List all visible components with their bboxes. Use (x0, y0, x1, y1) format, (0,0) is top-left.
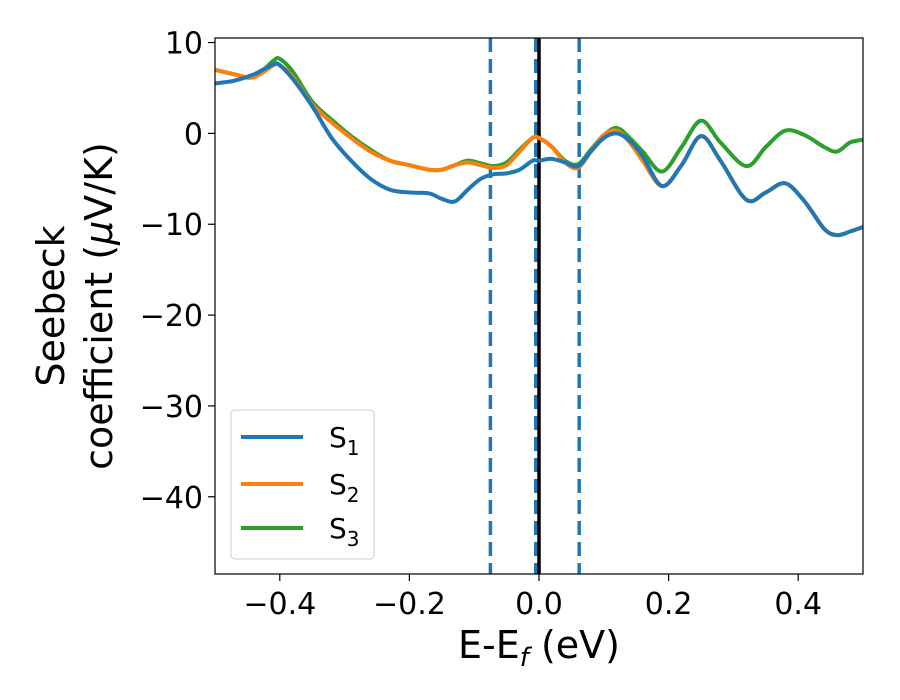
x-axis-label-tail: (eV) (529, 623, 620, 667)
legend-label-s2: S2 (329, 468, 360, 507)
series-lines (215, 55, 863, 238)
y-tick-label: 0 (184, 117, 203, 152)
legend-label-s3: S3 (329, 512, 360, 551)
y-tick-label: −10 (140, 208, 203, 243)
y-axis-label-line1: Seebeck (29, 225, 73, 386)
y-tick-label: −20 (140, 299, 203, 334)
x-axis-ticks: −0.4 −0.2 0.0 0.2 0.4 (243, 574, 822, 622)
y-axis-label-line2: coefficient (μV/K) (77, 142, 121, 470)
series-line-s1 (215, 61, 863, 238)
x-tick-label: −0.4 (243, 587, 316, 622)
y-tick-label: 10 (165, 27, 203, 62)
x-tick-label: 0.0 (515, 587, 563, 622)
y-tick-label: −40 (140, 481, 203, 516)
legend-label-s1: S1 (329, 421, 360, 460)
legend: S1 S2 S3 (230, 409, 375, 560)
y-axis-label-mu: μ (77, 221, 121, 246)
y-axis-ticks: 10 0 −10 −20 −30 −40 (140, 27, 215, 516)
x-axis-label-main: E-E (458, 623, 520, 667)
x-axis-label: E-Ef (eV) (458, 623, 620, 673)
x-tick-label: −0.2 (373, 587, 446, 622)
y-axis-label-line2-pre: coefficient ( (77, 245, 121, 470)
y-tick-label: −30 (140, 390, 203, 425)
x-tick-label: 0.2 (645, 587, 693, 622)
vertical-reference-lines (488, 38, 581, 574)
y-axis-label-line2-post: V/K) (77, 142, 121, 221)
y-axis-label: Seebeck coefficient (μV/K) (29, 142, 121, 470)
x-tick-label: 0.4 (774, 587, 822, 622)
